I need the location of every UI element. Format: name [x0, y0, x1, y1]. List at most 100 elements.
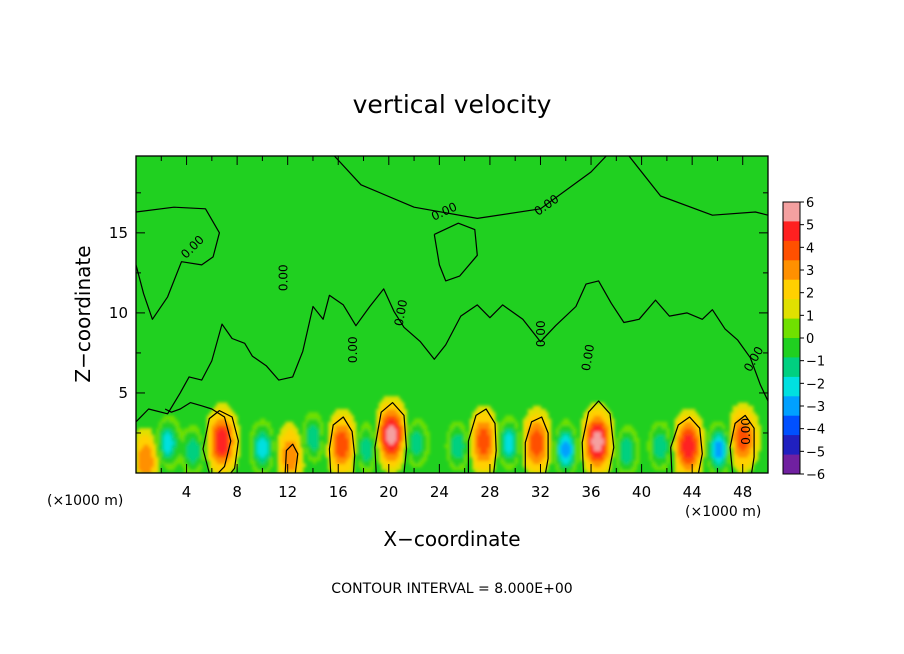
- velocity-cell: [166, 431, 170, 436]
- velocity-cell: [315, 428, 319, 432]
- velocity-cell: [186, 450, 190, 455]
- velocity-cell: [290, 425, 294, 429]
- velocity-cell: [452, 460, 456, 464]
- velocity-cell: [161, 428, 165, 432]
- velocity-cell: [666, 450, 670, 455]
- velocity-cell: [492, 428, 496, 432]
- velocity-cell: [588, 421, 592, 426]
- velocity-cell: [340, 450, 344, 455]
- velocity-cell: [510, 457, 514, 461]
- velocity-cell: [677, 460, 681, 464]
- velocity-cell: [335, 460, 339, 464]
- velocity-cell: [411, 421, 415, 426]
- velocity-cell: [727, 450, 731, 455]
- velocity-cell: [583, 418, 587, 423]
- velocity-cell: [664, 460, 668, 464]
- colorbar-tick-label: −4: [806, 423, 825, 438]
- velocity-cell: [257, 466, 261, 471]
- velocity-cell: [492, 444, 496, 448]
- velocity-cell: [315, 415, 319, 420]
- velocity-cell: [755, 418, 759, 423]
- velocity-cell: [545, 457, 549, 461]
- velocity-cell: [211, 447, 215, 452]
- velocity-cell: [745, 463, 749, 468]
- velocity-cell: [545, 415, 549, 420]
- velocity-cell: [381, 415, 385, 420]
- velocity-cell: [287, 453, 291, 458]
- velocity-cell: [525, 425, 529, 429]
- velocity-cell: [398, 428, 402, 432]
- velocity-cell: [214, 425, 218, 429]
- velocity-cell: [168, 421, 172, 426]
- velocity-cell: [737, 431, 741, 436]
- velocity-cell: [464, 441, 468, 445]
- velocity-cell: [282, 447, 286, 452]
- velocity-cell: [148, 444, 152, 448]
- velocity-cell: [189, 453, 193, 458]
- velocity-cell: [505, 463, 509, 468]
- velocity-cell: [745, 405, 749, 410]
- velocity-cell: [603, 466, 607, 471]
- velocity-cell: [545, 418, 549, 423]
- velocity-cell: [383, 402, 387, 407]
- velocity-cell: [313, 415, 317, 420]
- velocity-cell: [196, 453, 200, 458]
- velocity-cell: [335, 453, 339, 458]
- velocity-cell: [452, 457, 456, 461]
- velocity-cell: [409, 441, 413, 445]
- velocity-cell: [446, 453, 450, 458]
- velocity-cell: [593, 412, 597, 416]
- velocity-cell: [636, 460, 640, 464]
- velocity-cell: [388, 463, 392, 468]
- velocity-cell: [651, 425, 655, 429]
- velocity-cell: [651, 434, 655, 439]
- velocity-cell: [222, 409, 226, 413]
- velocity-cell: [505, 418, 509, 423]
- velocity-cell: [214, 418, 218, 423]
- velocity-cell: [396, 421, 400, 426]
- colorbar-swatches: [783, 202, 800, 475]
- velocity-cell: [335, 409, 339, 413]
- velocity-cell: [176, 447, 180, 452]
- velocity-cell: [416, 450, 420, 455]
- velocity-cell: [474, 434, 478, 439]
- velocity-cell: [171, 431, 175, 436]
- velocity-cell: [386, 415, 390, 420]
- y-axis-label: Z−coordinate: [71, 245, 95, 382]
- velocity-cell: [525, 444, 529, 448]
- velocity-cell: [449, 444, 453, 448]
- velocity-cell: [249, 453, 253, 458]
- velocity-cell: [186, 428, 190, 432]
- velocity-cell: [527, 434, 531, 439]
- velocity-cell: [189, 457, 193, 461]
- velocity-cell: [654, 425, 658, 429]
- velocity-cell: [313, 437, 317, 442]
- velocity-cell: [482, 466, 486, 471]
- velocity-cell: [141, 444, 145, 448]
- velocity-cell: [482, 418, 486, 423]
- velocity-cell: [409, 425, 413, 429]
- velocity-cell: [575, 444, 579, 448]
- velocity-cell: [363, 441, 367, 445]
- velocity-cell: [366, 457, 370, 461]
- velocity-cell: [540, 437, 544, 442]
- colorbar-tick-label: 6: [806, 196, 814, 211]
- velocity-cell: [732, 450, 736, 455]
- velocity-cell: [489, 412, 493, 416]
- velocity-cell: [229, 447, 233, 452]
- colorbar-tick-label: −1: [806, 355, 825, 370]
- velocity-cell: [591, 450, 595, 455]
- velocity-cell: [664, 466, 668, 471]
- velocity-cell: [568, 421, 572, 426]
- velocity-cell: [401, 431, 405, 436]
- velocity-cell: [474, 469, 478, 473]
- velocity-cell: [295, 428, 299, 432]
- velocity-cell: [634, 466, 638, 471]
- velocity-cell: [702, 444, 706, 448]
- velocity-cell: [457, 431, 461, 436]
- velocity-cell: [383, 415, 387, 420]
- velocity-cell: [631, 460, 635, 464]
- velocity-cell: [350, 418, 354, 423]
- velocity-cell: [136, 444, 140, 448]
- velocity-cell: [616, 444, 620, 448]
